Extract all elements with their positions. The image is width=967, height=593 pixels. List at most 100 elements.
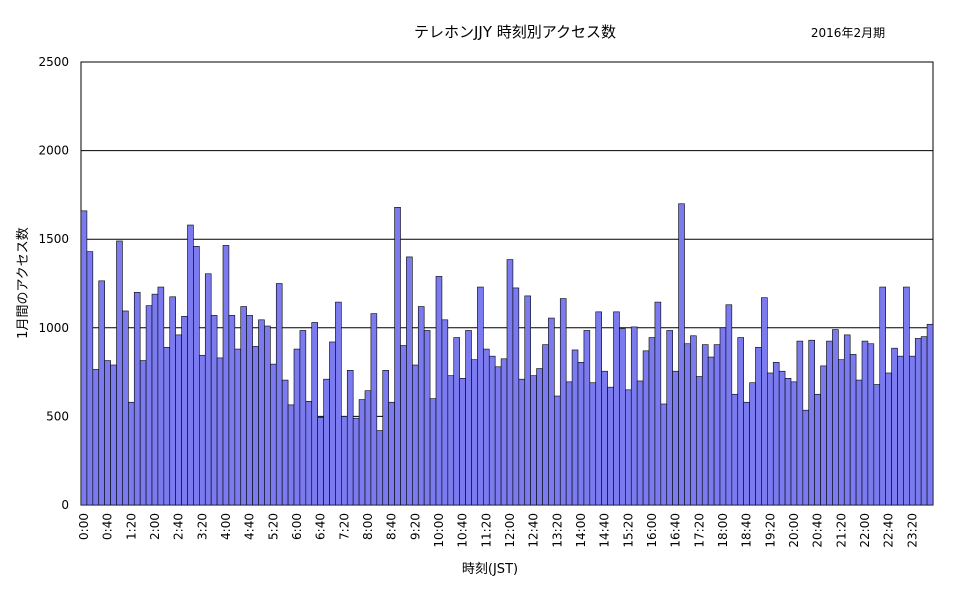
bar [814,393,821,506]
bar [157,286,165,506]
bar [731,393,739,506]
x-tick-label: 8:00 [361,513,375,540]
x-tick-label: 6:00 [290,513,304,540]
bar [601,370,608,506]
bar [536,368,543,506]
chart-title: テレホンJJY 時刻別アクセス数 [414,23,616,41]
bar [648,337,656,506]
x-tick-label: 19:20 [763,513,777,548]
bar [133,292,141,506]
bar [199,354,206,506]
x-tick-label: 10:00 [432,513,446,548]
bar [341,416,348,506]
bar [861,340,869,506]
bar [210,315,218,506]
bar [275,283,283,506]
bar [335,301,342,506]
bar [512,287,520,506]
bar [234,348,242,506]
bar [838,359,845,506]
bar [713,344,721,506]
bar [216,357,224,506]
x-tick-label: 9:20 [408,513,422,540]
bar [293,348,301,506]
bar [796,340,804,506]
bar [483,348,490,506]
bar [820,365,827,506]
bar [435,276,443,506]
bar [376,430,384,506]
bar [500,358,508,506]
bar [139,360,147,506]
bar [240,306,247,506]
bar [548,317,555,506]
bar [252,346,259,506]
bar [270,363,277,506]
x-tick-label: 18:00 [716,513,730,548]
bar [914,338,922,506]
bar [110,364,117,506]
bar [867,343,875,506]
bar [412,364,419,506]
x-tick-label: 4:40 [243,513,257,540]
bar [145,305,153,506]
bar [619,328,626,506]
bar [885,372,892,506]
bar [832,329,839,506]
bar [772,362,780,506]
bar [642,350,650,506]
bar [358,399,366,506]
bar [86,251,94,506]
bar [636,380,644,506]
x-tick-label: 0:00 [77,513,91,540]
bar [879,286,886,506]
bar [471,359,478,506]
y-tick-label: 2500 [38,55,69,69]
bar [104,360,111,506]
bar [518,378,526,506]
x-tick-label: 1:20 [124,513,138,540]
bar [524,295,531,506]
bar [595,311,602,506]
x-tick-label: 16:00 [645,513,659,548]
y-tick-label: 2000 [38,144,69,158]
bar [743,401,750,506]
bar [364,390,372,506]
bar [767,372,774,506]
bar [92,369,100,506]
y-tick-label: 500 [46,409,69,423]
bar [459,378,466,506]
bar [329,341,336,506]
bar [388,401,395,506]
bar [565,381,573,506]
bar [258,319,265,506]
bar [447,375,455,506]
bar [477,286,484,506]
x-tick-label: 6:40 [314,513,328,540]
bar [696,376,703,506]
bar [264,325,271,506]
bar [530,375,537,506]
bar [761,297,768,506]
bar [187,224,194,506]
bar [246,315,253,506]
x-tick-label: 20:40 [811,513,825,548]
bar [80,210,88,506]
bar [128,401,135,506]
bar [400,345,407,506]
x-tick-label: 13:20 [550,513,564,548]
x-tick-label: 17:20 [692,513,706,548]
bar [630,326,638,506]
x-tick-label: 18:40 [740,513,754,548]
x-tick-label: 12:00 [503,513,517,548]
bar [843,334,851,506]
bar [542,344,549,506]
bar [690,335,697,506]
bar [684,343,691,506]
bar [755,346,762,506]
x-tick-label: 2:40 [172,513,186,540]
bar [193,245,200,506]
bar [607,386,614,506]
bar [151,293,159,506]
